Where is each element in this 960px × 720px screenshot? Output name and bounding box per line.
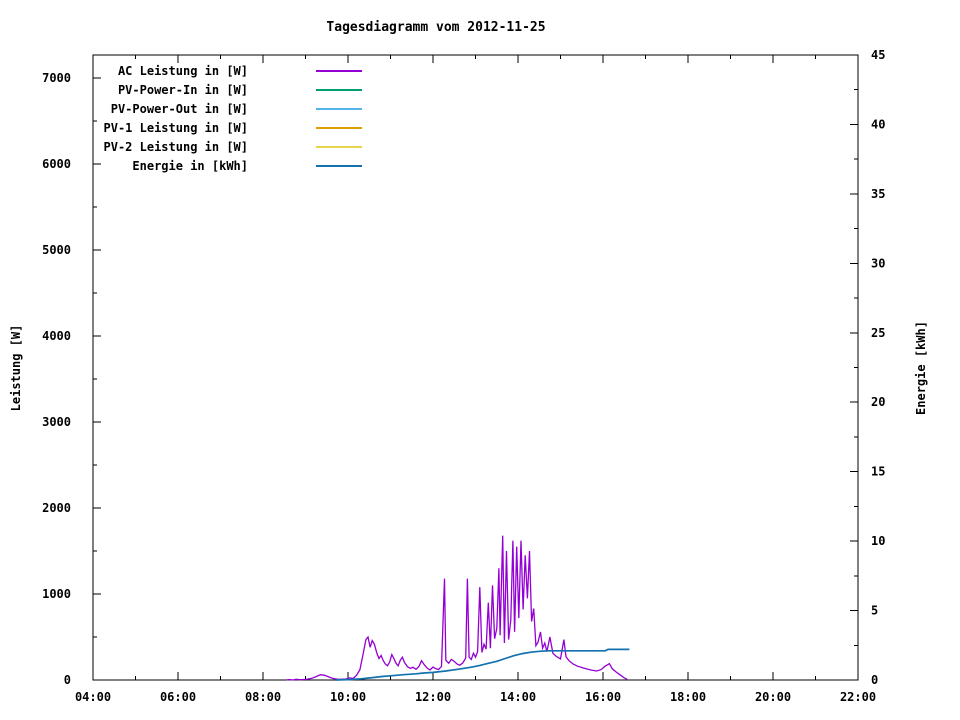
- x-tick-label: 12:00: [415, 690, 451, 704]
- y-left-tick-label: 6000: [42, 157, 71, 171]
- legend-item-label: Energie in [kWh]: [132, 159, 248, 173]
- y-right-tick-label: 20: [871, 395, 885, 409]
- x-tick-label: 14:00: [500, 690, 536, 704]
- x-tick-label: 18:00: [670, 690, 706, 704]
- y-left-tick-label: 1000: [42, 587, 71, 601]
- series-line-energie-in-kwh: [335, 648, 630, 681]
- y-right-tick-label: 5: [871, 604, 878, 618]
- x-tick-label: 10:00: [330, 690, 366, 704]
- y-left-tick-label: 2000: [42, 501, 71, 515]
- y-right-tick-label: 35: [871, 187, 885, 201]
- y-left-tick-label: 7000: [42, 71, 71, 85]
- y-left-tick-label: 4000: [42, 329, 71, 343]
- y-right-tick-label: 15: [871, 465, 885, 479]
- x-tick-label: 20:00: [755, 690, 791, 704]
- legend-item-label: PV-1 Leistung in [W]: [104, 121, 249, 135]
- y-right-tick-label: 30: [871, 256, 885, 270]
- chart-title: Tagesdiagramm vom 2012-11-25: [326, 20, 546, 35]
- x-tick-label: 04:00: [75, 690, 111, 704]
- y-right-tick-label: 25: [871, 326, 885, 340]
- y-left-tick-label: 5000: [42, 243, 71, 257]
- y-left-tick-label: 3000: [42, 415, 71, 429]
- y-right-tick-label: 45: [871, 48, 885, 62]
- series-line-ac-leistung-in-w: [286, 535, 628, 681]
- y-left-tick-label: 0: [64, 673, 71, 687]
- x-tick-label: 06:00: [160, 690, 196, 704]
- x-tick-label: 22:00: [840, 690, 876, 704]
- x-tick-label: 16:00: [585, 690, 621, 704]
- y-right-tick-label: 40: [871, 117, 885, 131]
- legend-item-label: PV-Power-In in [W]: [118, 83, 248, 97]
- x-tick-label: 08:00: [245, 690, 281, 704]
- y-right-tick-label: 10: [871, 534, 885, 548]
- legend-item-label: AC Leistung in [W]: [118, 64, 248, 78]
- legend-item-label: PV-2 Leistung in [W]: [104, 140, 249, 154]
- legend-item-label: PV-Power-Out in [W]: [111, 102, 248, 116]
- y-right-tick-label: 0: [871, 673, 878, 687]
